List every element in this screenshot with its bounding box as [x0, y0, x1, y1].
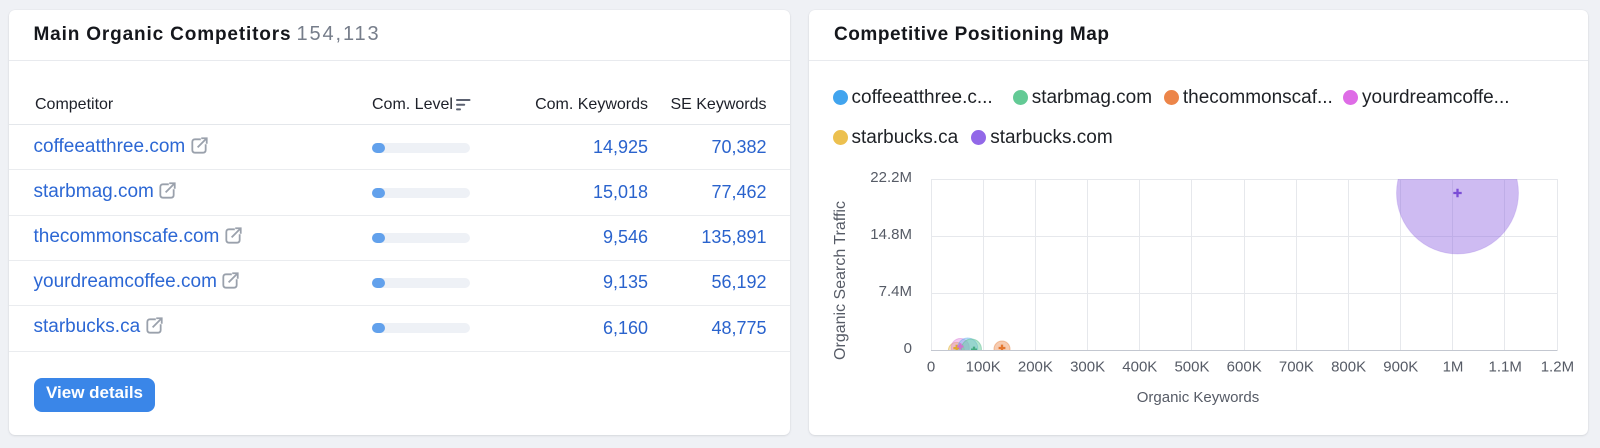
- svg-text:1.1M: 1.1M: [1489, 359, 1522, 376]
- svg-text:400K: 400K: [1122, 359, 1157, 376]
- svg-text:1.2M: 1.2M: [1541, 359, 1574, 376]
- svg-text:Organic Keywords: Organic Keywords: [1137, 389, 1260, 406]
- svg-text:200K: 200K: [1018, 359, 1053, 376]
- svg-text:300K: 300K: [1070, 359, 1105, 376]
- svg-text:1M: 1M: [1443, 359, 1464, 376]
- svg-text:600K: 600K: [1227, 359, 1262, 376]
- svg-text:800K: 800K: [1331, 359, 1366, 376]
- svg-text:Organic Search Traffic: Organic Search Traffic: [832, 201, 849, 360]
- svg-text:700K: 700K: [1279, 359, 1314, 376]
- svg-text:900K: 900K: [1383, 359, 1418, 376]
- svg-text:22.2M: 22.2M: [870, 169, 912, 186]
- svg-text:0: 0: [927, 359, 935, 376]
- svg-text:14.8M: 14.8M: [870, 226, 912, 243]
- svg-text:7.4M: 7.4M: [879, 283, 912, 300]
- svg-text:0: 0: [904, 340, 912, 357]
- svg-text:500K: 500K: [1174, 359, 1209, 376]
- svg-text:100K: 100K: [966, 359, 1001, 376]
